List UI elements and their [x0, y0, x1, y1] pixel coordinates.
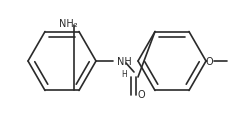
Text: NH₂: NH₂	[58, 19, 77, 29]
Text: O: O	[204, 57, 212, 67]
Text: H: H	[120, 70, 126, 79]
Text: O: O	[138, 90, 145, 100]
Text: NH: NH	[116, 57, 131, 67]
